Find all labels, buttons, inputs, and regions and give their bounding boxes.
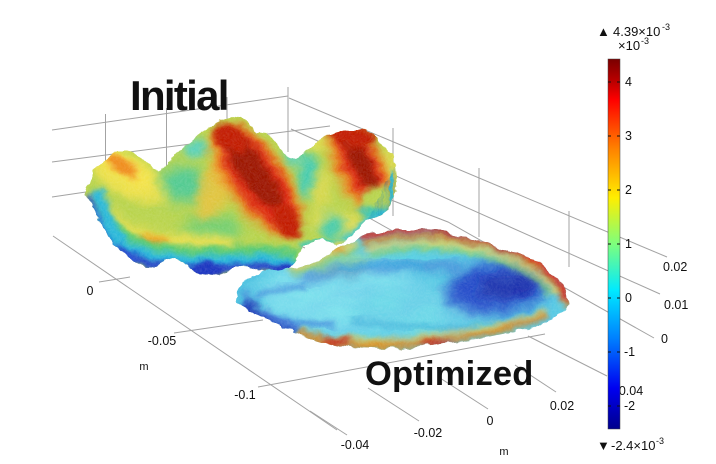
svg-text:0: 0: [661, 332, 668, 346]
svg-text:-1: -1: [624, 345, 635, 359]
svg-text:-3: -3: [662, 22, 670, 32]
svg-text:m: m: [499, 446, 508, 458]
svg-text:-0.02: -0.02: [414, 426, 443, 440]
svg-text:0: 0: [487, 414, 494, 428]
svg-text:0: 0: [87, 284, 94, 298]
svg-text:-3: -3: [656, 436, 664, 446]
svg-text:1: 1: [625, 237, 632, 251]
svg-text:0.01: 0.01: [664, 298, 688, 312]
svg-text:Initial: Initial: [130, 72, 228, 119]
svg-text:3: 3: [625, 129, 632, 143]
svg-text:-0.04: -0.04: [341, 438, 370, 452]
svg-text:-3: -3: [641, 36, 649, 46]
svg-text:0.04: 0.04: [619, 384, 643, 398]
svg-text:-2.4×10: -2.4×10: [611, 438, 655, 453]
svg-text:-2: -2: [624, 399, 635, 413]
svg-text:×10: ×10: [618, 38, 640, 53]
svg-text:0.02: 0.02: [663, 260, 687, 274]
svg-text:4.39×10: 4.39×10: [613, 24, 660, 39]
svg-text:4: 4: [625, 75, 632, 89]
svg-text:▲: ▲: [597, 24, 610, 39]
svg-text:0.02: 0.02: [550, 399, 574, 413]
svg-text:Optimized: Optimized: [365, 355, 534, 393]
svg-text:-0.1: -0.1: [234, 388, 256, 402]
svg-text:2: 2: [625, 183, 632, 197]
svg-text:0: 0: [625, 291, 632, 305]
svg-text:▼: ▼: [597, 438, 610, 453]
svg-text:m: m: [139, 361, 148, 373]
svg-text:-0.05: -0.05: [148, 334, 177, 348]
